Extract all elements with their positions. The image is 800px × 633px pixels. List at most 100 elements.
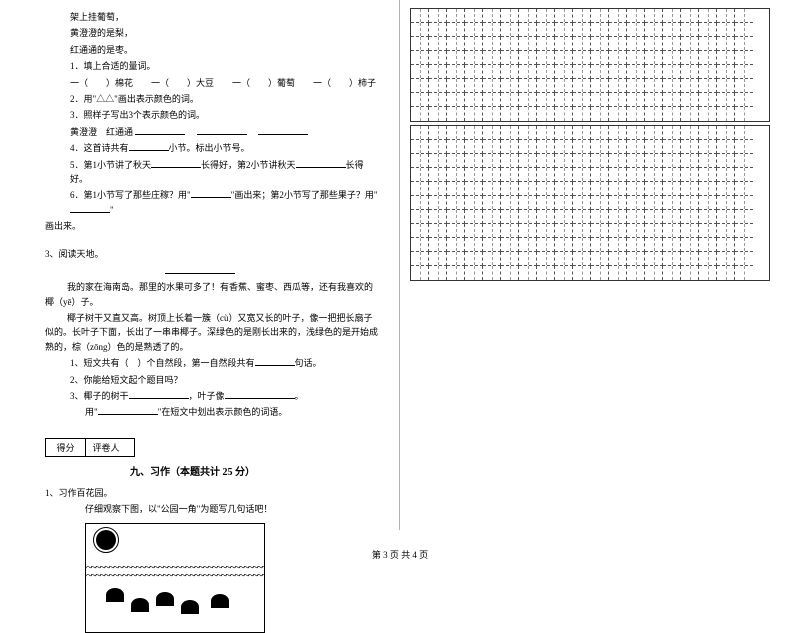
grid-cell [645, 23, 663, 37]
shrub-icon [181, 600, 199, 614]
grid-cell [447, 23, 465, 37]
grid-cell [537, 168, 555, 182]
question-5: 5．第1小节讲了秋天长得好，第2小节讲秋天长得好。 [20, 158, 380, 187]
reading-q4: 用""在短文中划出表示颜色的词语。 [20, 405, 380, 419]
grid-cell [591, 238, 609, 252]
grid-cell [429, 37, 447, 51]
grid-cell [519, 9, 537, 23]
grid-cell [501, 168, 519, 182]
text: 6．第1小节写了那些庄稼？用" [70, 190, 191, 200]
score-label: 得分 [46, 439, 86, 456]
grid-cell [465, 93, 483, 107]
grid-cell [465, 23, 483, 37]
grid-cell [627, 182, 645, 196]
shrub-icon [106, 588, 124, 602]
grid-cell [465, 126, 483, 140]
text: "画出来；第2小节写了那些果子？用" [231, 190, 378, 200]
grid-cell [699, 37, 717, 51]
grid-row [411, 266, 769, 280]
grid-cell [591, 9, 609, 23]
grid-cell [573, 37, 591, 51]
grid-cell [681, 252, 699, 266]
grid-cell [501, 37, 519, 51]
grid-cell [447, 182, 465, 196]
grid-cell [555, 65, 573, 79]
grid-cell [573, 51, 591, 65]
grid-cell [699, 196, 717, 210]
grid-cell [519, 182, 537, 196]
grid-row [411, 23, 769, 37]
grid-cell [609, 51, 627, 65]
grid-cell [429, 224, 447, 238]
grid-cell [411, 9, 429, 23]
grid-cell [555, 9, 573, 23]
grid-cell [609, 168, 627, 182]
grid-cell [537, 23, 555, 37]
grid-cell [645, 107, 663, 121]
grid-cell [735, 238, 753, 252]
grid-cell [645, 196, 663, 210]
grid-cell [663, 266, 681, 280]
grid-cell [411, 23, 429, 37]
text: 3、椰子的树干 [70, 391, 129, 401]
grid-cell [483, 65, 501, 79]
grid-cell [465, 238, 483, 252]
grid-cell [519, 238, 537, 252]
score-box: 得分 评卷人 [45, 438, 135, 457]
grid-cell [717, 266, 735, 280]
grid-cell [663, 107, 681, 121]
grid-cell [411, 51, 429, 65]
grid-cell [735, 168, 753, 182]
grid-cell [537, 238, 555, 252]
illustration-park [85, 523, 265, 633]
grid-cell [465, 224, 483, 238]
grid-cell [663, 93, 681, 107]
grid-cell [735, 93, 753, 107]
text: 长得好，第2小节讲秋天 [201, 160, 296, 170]
grid-cell [663, 65, 681, 79]
grid-cell [699, 154, 717, 168]
grid-cell [555, 140, 573, 154]
grid-row [411, 224, 769, 238]
grid-cell [483, 154, 501, 168]
grid-cell [519, 79, 537, 93]
grid-cell [573, 238, 591, 252]
grid-cell [717, 126, 735, 140]
grid-cell [501, 140, 519, 154]
grid-cell [627, 266, 645, 280]
grid-cell [555, 266, 573, 280]
grid-cell [663, 51, 681, 65]
grid-cell [681, 196, 699, 210]
grid-cell [501, 126, 519, 140]
grid-cell [483, 23, 501, 37]
grid-cell [573, 140, 591, 154]
grid-cell [573, 126, 591, 140]
question-1-line: 一（ ）棉花 一（ ）大豆 一（ ）葡萄 一（ ）柿子 [20, 76, 380, 90]
grid-cell [411, 140, 429, 154]
grid-cell [699, 266, 717, 280]
grid-cell [465, 37, 483, 51]
question-4: 4．这首诗共有小节。标出小节号。 [20, 141, 380, 155]
grid-cell [537, 210, 555, 224]
grid-cell [447, 65, 465, 79]
grid-cell [537, 93, 555, 107]
grid-cell [717, 79, 735, 93]
grid-cell [447, 9, 465, 23]
grid-row [411, 37, 769, 51]
grid-cell [501, 107, 519, 121]
grid-cell [501, 266, 519, 280]
grid-cell [735, 126, 753, 140]
reading-q3: 3、椰子的树干，叶子像。 [20, 389, 380, 403]
grid-cell [609, 79, 627, 93]
reading-para-2: 椰子树干又直又高。树顶上长着一簇（cù）又宽又长的叶子，像一把把长扇子似的。长叶… [20, 311, 380, 354]
grid-cell [717, 154, 735, 168]
grid-cell [663, 196, 681, 210]
grid-cell [447, 51, 465, 65]
grid-cell [573, 224, 591, 238]
grid-cell [735, 196, 753, 210]
grid-cell [483, 9, 501, 23]
grid-cell [591, 107, 609, 121]
grid-row [411, 252, 769, 266]
grid-cell [573, 107, 591, 121]
blank [197, 125, 247, 135]
